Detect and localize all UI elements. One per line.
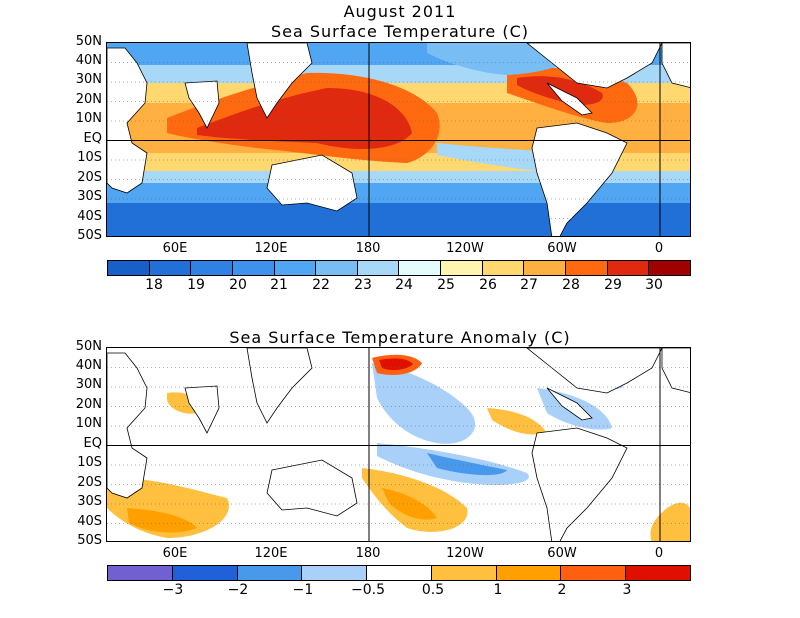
top-lat-label: 30N — [75, 72, 102, 87]
top-lat-label: 10N — [75, 111, 102, 126]
bottom-lat-label: 20N — [75, 397, 102, 412]
anomaly-colorbar-cell — [561, 566, 627, 580]
bottom-lat-label: 50N — [75, 339, 102, 354]
sst-colorbar-tick: 19 — [187, 277, 205, 293]
anomaly-colorbar-tick: 0.5 — [421, 582, 445, 598]
top-lat-label: 20N — [75, 92, 102, 107]
bottom-lat-label: 10S — [77, 455, 102, 470]
sst-colorbar-cell — [566, 261, 608, 275]
bottom-lat-label: 50S — [77, 533, 102, 548]
sst-colorbar-cell — [441, 261, 483, 275]
sst-colorbar-cell — [274, 261, 317, 275]
sst-colorbar-tick: 28 — [562, 277, 580, 293]
sst-colorbar-cell — [232, 261, 275, 275]
sst-colorbar-cell — [482, 261, 525, 275]
top-title-line1: August 2011 — [343, 2, 457, 21]
anomaly-colorbar-cell — [431, 566, 497, 580]
top-lat-label: 20S — [77, 170, 102, 185]
top-lat-label: 30S — [77, 189, 102, 204]
sst-colorbar-tick: 30 — [645, 277, 663, 293]
anomaly-colorbar-cell — [172, 566, 238, 580]
anomaly-colorbar-cell — [237, 566, 303, 580]
bottom-lat-label: 40S — [77, 514, 102, 529]
bottom-title: Sea Surface Temperature Anomaly (C) — [229, 328, 571, 347]
bottom-lon-label: 0 — [654, 546, 664, 561]
bottom-lat-label: 30S — [77, 494, 102, 509]
bottom-lat-label: 40N — [75, 358, 102, 373]
sst-colorbar-tick: 23 — [354, 277, 372, 293]
anomaly-colorbar-cell — [626, 566, 691, 580]
top-lat-label: 50S — [77, 228, 102, 243]
top-lat-label: 40N — [75, 53, 102, 68]
sst-colorbar-cell — [191, 261, 233, 275]
top-lat-label: 50N — [75, 34, 102, 49]
sst-colorbar-cell — [108, 261, 150, 275]
sst-colorbar-tick: 22 — [312, 277, 330, 293]
sst-colorbar-cell — [357, 261, 400, 275]
anomaly-colorbar-tick: −2 — [227, 582, 249, 598]
sst-colorbar-cell — [607, 261, 650, 275]
top-title-line2: Sea Surface Temperature (C) — [270, 22, 530, 41]
anomaly-colorbar-cell — [108, 566, 173, 580]
bottom-lon-label: 180 — [355, 546, 381, 561]
sst-map — [106, 42, 691, 237]
sst-colorbar-tick: 18 — [145, 277, 163, 293]
anomaly-colorbar-tick: −0.5 — [351, 582, 385, 598]
top-lon-label: 0 — [654, 241, 664, 256]
sst-colorbar — [107, 260, 691, 276]
sst-colorbar-cell — [316, 261, 358, 275]
anomaly-colorbar-cell — [367, 566, 432, 580]
top-lat-label: EQ — [83, 131, 102, 146]
sst-map-graphic — [107, 43, 690, 236]
anomaly-colorbar-tick: 1 — [493, 582, 503, 598]
top-lon-label: 120W — [446, 241, 484, 256]
sst-colorbar-cell — [524, 261, 567, 275]
top-lat-label: 10S — [77, 150, 102, 165]
top-lon-label: 60E — [162, 241, 188, 256]
anomaly-colorbar-cell — [496, 566, 562, 580]
bottom-lon-label: 60E — [162, 546, 188, 561]
bottom-lat-label: 10N — [75, 416, 102, 431]
anomaly-colorbar-tick: −1 — [292, 582, 314, 598]
bottom-lat-label: EQ — [83, 436, 102, 451]
sst-anomaly-map-graphic — [107, 348, 690, 541]
anomaly-colorbar — [107, 565, 691, 581]
sst-anomaly-map — [106, 347, 691, 542]
bottom-lon-label: 120E — [254, 546, 288, 561]
top-lon-label: 60W — [547, 241, 577, 256]
sst-colorbar-tick: 24 — [395, 277, 413, 293]
bottom-lat-label: 30N — [75, 377, 102, 392]
sst-colorbar-cell — [149, 261, 192, 275]
top-lon-label: 120E — [254, 241, 288, 256]
anomaly-colorbar-tick: 3 — [622, 582, 632, 598]
sst-colorbar-tick: 27 — [520, 277, 538, 293]
sst-colorbar-tick: 20 — [229, 277, 247, 293]
sst-colorbar-tick: 29 — [604, 277, 622, 293]
sst-colorbar-tick: 21 — [270, 277, 288, 293]
anomaly-colorbar-tick: −3 — [162, 582, 184, 598]
top-lon-label: 180 — [355, 241, 381, 256]
anomaly-colorbar-tick: 2 — [557, 582, 567, 598]
bottom-lon-label: 120W — [446, 546, 484, 561]
bottom-lat-label: 20S — [77, 475, 102, 490]
anomaly-colorbar-cell — [302, 566, 368, 580]
sst-colorbar-cell — [399, 261, 442, 275]
top-lat-label: 40S — [77, 209, 102, 224]
sst-colorbar-cell — [649, 261, 690, 275]
bottom-lon-label: 60W — [547, 546, 577, 561]
sst-colorbar-tick: 26 — [479, 277, 497, 293]
sst-colorbar-tick: 25 — [437, 277, 455, 293]
